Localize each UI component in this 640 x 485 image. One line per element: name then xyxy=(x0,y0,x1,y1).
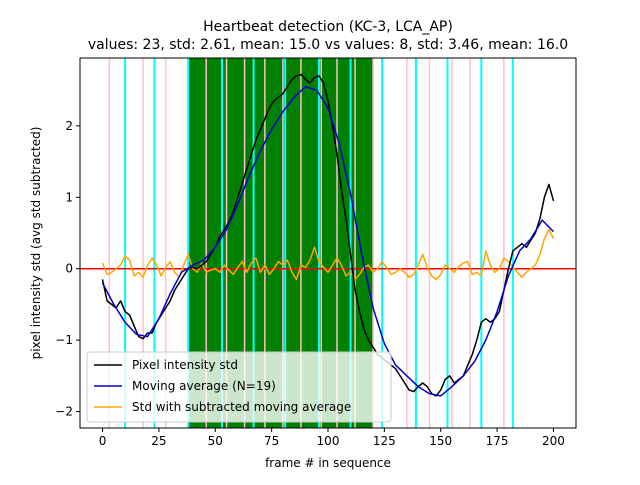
legend-entry-label: Pixel intensity std xyxy=(132,358,238,372)
y-tick-label: −2 xyxy=(55,405,73,419)
std-subtracted-line xyxy=(101,228,555,281)
moving-average-line xyxy=(101,85,555,397)
x-tick-label: 75 xyxy=(264,434,279,448)
x-tick-label: 25 xyxy=(151,434,166,448)
x-tick-label: 175 xyxy=(486,434,509,448)
legend: Pixel intensity std Moving average (N=19)… xyxy=(86,351,392,423)
pixel-intensity-line xyxy=(101,73,555,397)
x-tick-label: 150 xyxy=(429,434,452,448)
y-tick-label: 1 xyxy=(65,190,73,204)
x-axis-label: frame # in sequence xyxy=(265,456,391,470)
y-tick-label: 0 xyxy=(65,262,73,276)
y-axis-label: pixel intensity std (avg std subtracted) xyxy=(29,127,43,360)
legend-entry-label: Moving average (N=19) xyxy=(132,379,276,393)
x-tick-label: 0 xyxy=(99,434,107,448)
legend-entry-label: Std with subtracted moving average xyxy=(132,400,351,414)
x-tick-label: 50 xyxy=(208,434,223,448)
legend-box xyxy=(86,351,392,423)
y-tick-label: 2 xyxy=(65,119,73,133)
x-tick-label: 200 xyxy=(542,434,565,448)
x-tick-label: 100 xyxy=(317,434,340,448)
x-tick-label: 125 xyxy=(373,434,396,448)
chart-title: Heartbeat detection (KC-3, LCA_AP) xyxy=(203,19,453,35)
chart-subtitle: values: 23, std: 2.61, mean: 15.0 vs val… xyxy=(88,37,568,53)
y-tick-label: −1 xyxy=(55,333,73,347)
